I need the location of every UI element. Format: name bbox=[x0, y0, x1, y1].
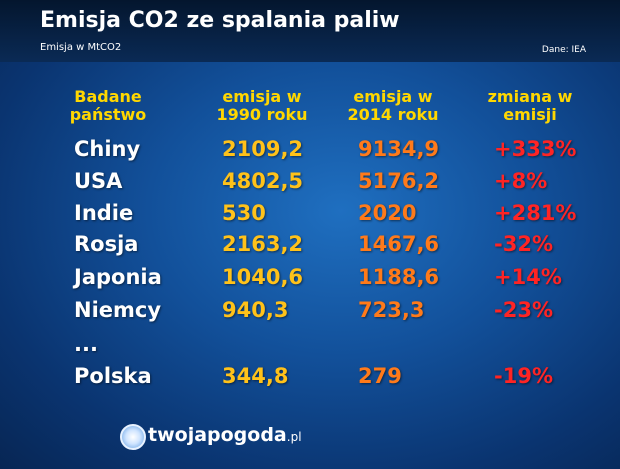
column-header: emisja w 2014 roku bbox=[318, 88, 468, 124]
column-header-line: emisji bbox=[503, 105, 557, 124]
cell-value: 9134,9 bbox=[358, 137, 440, 161]
cell-value: 723,3 bbox=[358, 298, 425, 322]
column-header-line: Badane bbox=[74, 87, 142, 106]
cell-value: 344,8 bbox=[222, 364, 289, 388]
cell-value: 1040,6 bbox=[222, 265, 304, 289]
column-header: emisja w 1990 roku bbox=[187, 88, 337, 124]
country: Japonia bbox=[74, 265, 162, 289]
brand-domain: .pl bbox=[286, 430, 302, 444]
title: Emisja CO2 ze spalania paliw bbox=[40, 8, 400, 33]
cell-value: 1188,6 bbox=[358, 265, 440, 289]
cell-value: 940,3 bbox=[222, 298, 289, 322]
column-header-line: zmiana w bbox=[487, 87, 573, 106]
cell-value: +14% bbox=[494, 265, 562, 289]
column-header: Badane państwo bbox=[33, 88, 183, 124]
column-header-line: emisja w bbox=[222, 87, 302, 106]
country: Chiny bbox=[74, 137, 141, 161]
cell-value: 279 bbox=[358, 364, 402, 388]
brand-name: twojapogoda bbox=[148, 424, 287, 446]
cell-value: +8% bbox=[494, 169, 548, 193]
cell-value: 2163,2 bbox=[222, 232, 304, 256]
cell-value: +281% bbox=[494, 201, 577, 225]
cell-value: 4802,5 bbox=[222, 169, 304, 193]
country: Polska bbox=[74, 364, 152, 388]
cell-value: +333% bbox=[494, 137, 577, 161]
country: ... bbox=[74, 332, 98, 356]
logo-icon bbox=[120, 424, 146, 450]
cell-value: 530 bbox=[222, 201, 266, 225]
subtitle: Emisja w MtCO2 bbox=[40, 42, 122, 53]
header-band bbox=[0, 0, 620, 62]
column-header: zmiana w emisji bbox=[455, 88, 605, 124]
cell-value: 1467,6 bbox=[358, 232, 440, 256]
column-header-line: emisja w bbox=[353, 87, 433, 106]
cell-value: 5176,2 bbox=[358, 169, 440, 193]
cell-value: 2109,2 bbox=[222, 137, 304, 161]
country: USA bbox=[74, 169, 123, 193]
cell-value: 2020 bbox=[358, 201, 417, 225]
country: Indie bbox=[74, 201, 134, 225]
cell-value: -32% bbox=[494, 232, 553, 256]
cell-value: -23% bbox=[494, 298, 553, 322]
column-header-line: 2014 roku bbox=[347, 105, 439, 124]
country: Niemcy bbox=[74, 298, 162, 322]
country: Rosja bbox=[74, 232, 139, 256]
column-header-line: państwo bbox=[69, 105, 147, 124]
cell-value: -19% bbox=[494, 364, 553, 388]
brand: twojapogoda.pl bbox=[148, 424, 302, 446]
column-header-line: 1990 roku bbox=[216, 105, 308, 124]
source: Dane: IEA bbox=[541, 45, 586, 55]
